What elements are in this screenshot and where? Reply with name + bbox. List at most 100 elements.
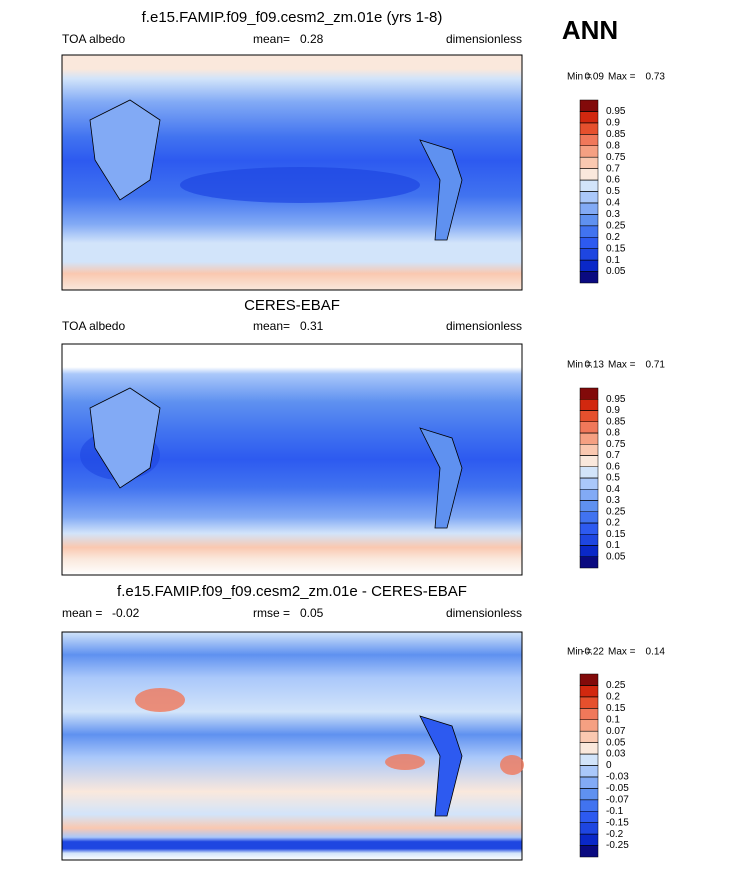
colorbar-label: 0.9 — [606, 405, 620, 416]
color-box — [579, 489, 599, 501]
colorbar-label: 0.05 — [606, 551, 626, 562]
color-box — [579, 214, 599, 227]
color-box — [579, 696, 599, 709]
right-string: dimensionless — [446, 319, 522, 333]
color-box — [579, 179, 599, 192]
colorbar-label: 0.85 — [606, 416, 626, 427]
color-box — [579, 673, 599, 686]
colorbar-label: 0.4 — [606, 198, 620, 209]
color-box — [579, 387, 599, 400]
min-value: 0.13 — [585, 360, 605, 371]
min-value: -0.22 — [581, 647, 604, 658]
min-label: Min = — [567, 647, 592, 658]
center-value: 0.28 — [300, 32, 324, 46]
color-box — [579, 799, 599, 812]
min-value: 0.09 — [585, 72, 605, 83]
color-box — [579, 259, 599, 272]
panel-title: CERES-EBAF — [244, 297, 340, 314]
color-box — [579, 99, 599, 112]
color-box — [579, 399, 599, 411]
max-value: 0.14 — [646, 647, 666, 658]
color-box — [579, 466, 599, 479]
color-box — [579, 500, 599, 512]
colorbar-label: 0.3 — [606, 495, 620, 506]
colorbar-label: 0.5 — [606, 186, 620, 197]
max-label: Max = — [608, 360, 636, 371]
color-box — [579, 765, 599, 778]
colorbar-label: -0.25 — [606, 840, 629, 851]
color-box — [579, 776, 599, 789]
max-label: Max = — [608, 647, 636, 658]
color-box — [579, 410, 599, 422]
center-label: mean= — [253, 32, 290, 46]
color-box — [579, 685, 599, 698]
color-box — [579, 730, 599, 743]
color-box — [579, 168, 599, 181]
colorbar-label: 0.2 — [606, 232, 620, 243]
left-string: TOA albedo — [62, 319, 125, 333]
colorbar-label: 0.7 — [606, 163, 620, 174]
colorbar-label: 0.1 — [606, 540, 620, 551]
color-box — [579, 271, 599, 284]
colorbar-label: 0.5 — [606, 473, 620, 484]
season-label: ANN — [562, 15, 618, 45]
colorbar-label: 0.7 — [606, 450, 620, 461]
colorbar-label: 0.1 — [606, 714, 620, 725]
center-label: rmse = — [253, 606, 290, 620]
panel-title: f.e15.FAMIP.f09_f09.cesm2_zm.01e (yrs 1-… — [142, 9, 443, 26]
color-box — [579, 191, 599, 204]
colorbar-label: 0.3 — [606, 209, 620, 220]
colorbar-label: 0.6 — [606, 461, 620, 472]
colorbar-label: 0.95 — [606, 106, 626, 117]
color-box — [579, 477, 599, 490]
left-label: mean = — [62, 606, 102, 620]
color-box — [579, 811, 599, 823]
colorbar-label: -0.03 — [606, 772, 629, 783]
color-box — [579, 156, 599, 169]
color-box — [579, 145, 599, 158]
colorbar-label: 0.07 — [606, 726, 626, 737]
color-box — [579, 134, 599, 146]
colorbar-label: 0.05 — [606, 737, 626, 748]
color-box — [579, 708, 599, 720]
color-box — [579, 237, 599, 249]
color-box — [579, 845, 599, 858]
color-box — [579, 421, 599, 434]
min-label: Min = — [567, 360, 592, 371]
color-box — [579, 511, 599, 524]
colorbar-label: 0.2 — [606, 692, 620, 703]
left-value: -0.02 — [112, 606, 140, 620]
colorbar-label: 0.4 — [606, 484, 620, 495]
color-box — [579, 111, 599, 124]
colorbar-label: 0.8 — [606, 428, 620, 439]
colorbar-label: 0.25 — [606, 220, 626, 231]
colorbar-label: 0.15 — [606, 243, 626, 254]
colorbar-label: 0.15 — [606, 529, 626, 540]
panel-title: f.e15.FAMIP.f09_f09.cesm2_zm.01e - CERES… — [117, 583, 467, 600]
right-string: dimensionless — [446, 32, 522, 46]
right-string: dimensionless — [446, 606, 522, 620]
left-string: TOA albedo — [62, 32, 125, 46]
colorbar-label: -0.1 — [606, 806, 624, 817]
map-2 — [61, 343, 523, 576]
color-box — [579, 719, 599, 732]
center-label: mean= — [253, 319, 290, 333]
color-box — [579, 432, 599, 445]
color-box — [579, 545, 599, 557]
center-value: 0.31 — [300, 319, 324, 333]
colorbar-label: 0.05 — [606, 266, 626, 277]
colorbar-label: -0.2 — [606, 829, 624, 840]
color-box — [579, 556, 599, 569]
colorbar-label: 0.85 — [606, 129, 626, 140]
colorbar-label: 0.1 — [606, 255, 620, 266]
colorbar-label: 0.95 — [606, 394, 626, 405]
color-box — [579, 833, 599, 846]
colorbar-label: 0.8 — [606, 140, 620, 151]
color-box — [579, 122, 599, 135]
color-box — [579, 444, 599, 456]
color-box — [579, 822, 599, 835]
color-box — [579, 455, 599, 467]
map-1 — [61, 54, 523, 291]
max-label: Max = — [608, 72, 636, 83]
